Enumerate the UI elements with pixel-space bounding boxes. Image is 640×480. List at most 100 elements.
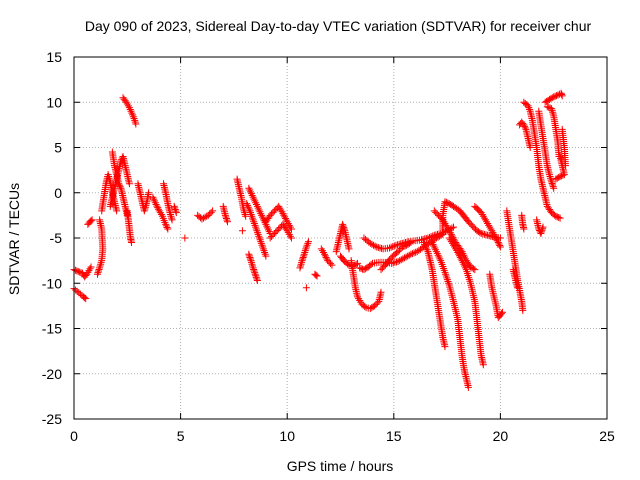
data-point xyxy=(553,213,561,221)
data-point xyxy=(387,254,395,262)
data-point xyxy=(525,104,533,112)
data-point xyxy=(71,266,79,274)
data-point xyxy=(252,273,260,281)
data-point xyxy=(432,208,440,216)
data-point xyxy=(209,207,217,215)
data-point xyxy=(285,230,293,238)
data-point xyxy=(97,260,105,268)
data-point xyxy=(128,239,136,247)
data-point xyxy=(247,258,255,266)
data-point xyxy=(423,246,431,254)
data-point xyxy=(95,265,103,273)
data-point xyxy=(449,234,457,242)
data-point xyxy=(124,102,132,110)
data-point xyxy=(198,215,206,223)
data-point xyxy=(157,210,165,218)
data-point xyxy=(408,250,416,258)
data-point xyxy=(474,228,482,236)
data-point xyxy=(539,223,547,231)
data-point xyxy=(152,201,160,209)
x-tick-label: 20 xyxy=(493,428,509,444)
data-point xyxy=(200,214,208,222)
data-point xyxy=(149,193,157,201)
data-point xyxy=(129,111,137,119)
y-tick-label: -15 xyxy=(42,321,62,337)
data-point xyxy=(86,265,94,273)
data-point xyxy=(526,105,534,113)
data-point xyxy=(390,242,398,250)
data-point xyxy=(126,105,134,113)
data-point xyxy=(270,207,278,215)
data-point xyxy=(546,172,554,180)
data-point xyxy=(222,213,230,221)
data-point xyxy=(545,96,553,104)
data-point xyxy=(254,229,262,237)
data-point xyxy=(82,295,90,303)
data-point xyxy=(222,215,230,223)
data-point xyxy=(394,258,402,266)
data-point xyxy=(128,109,136,117)
data-point xyxy=(441,198,449,206)
data-point xyxy=(257,238,265,246)
data-point xyxy=(277,206,285,214)
data-point xyxy=(275,202,283,210)
data-point xyxy=(549,181,557,189)
data-point xyxy=(167,212,175,220)
data-point xyxy=(76,268,84,276)
data-point xyxy=(471,266,479,274)
data-points xyxy=(70,89,569,391)
data-point xyxy=(443,274,451,282)
y-tick-label: -25 xyxy=(42,411,62,427)
data-point xyxy=(257,239,265,247)
data-point xyxy=(261,248,269,256)
data-point xyxy=(479,212,487,220)
data-point xyxy=(356,296,364,304)
data-point xyxy=(469,265,477,273)
data-point xyxy=(444,277,452,285)
axis-ticks: 0 5 10 15 20 25 -25 -20 -15 -10 -5 0 5 10 15 xyxy=(42,49,615,444)
data-point xyxy=(458,248,466,256)
data-point xyxy=(470,224,478,232)
data-point xyxy=(520,121,528,129)
data-point xyxy=(106,176,114,184)
data-point xyxy=(539,225,547,233)
data-point xyxy=(410,249,418,257)
data-point xyxy=(399,255,407,263)
data-point xyxy=(255,234,263,242)
chart-title: Day 090 of 2023, Sidereal Day-to-day VTE… xyxy=(85,18,592,34)
data-point xyxy=(361,265,369,273)
data-point xyxy=(84,268,92,276)
data-point xyxy=(313,272,321,280)
data-point xyxy=(113,207,121,215)
data-point xyxy=(387,243,395,251)
data-point xyxy=(166,210,174,218)
data-point xyxy=(172,207,180,215)
data-point xyxy=(305,238,313,246)
data-point xyxy=(526,144,534,151)
data-point xyxy=(354,259,362,267)
data-point xyxy=(493,235,501,243)
data-point xyxy=(251,221,259,229)
data-point xyxy=(254,204,262,212)
data-point xyxy=(250,267,258,275)
data-point xyxy=(366,305,374,313)
data-point xyxy=(445,227,453,235)
data-point xyxy=(266,234,274,242)
data-point xyxy=(421,242,429,250)
data-point xyxy=(544,96,552,104)
data-point xyxy=(327,260,335,268)
data-point xyxy=(490,230,498,238)
data-point xyxy=(207,208,215,216)
data-point xyxy=(541,98,549,106)
data-point xyxy=(284,229,292,237)
data-point xyxy=(248,214,256,222)
data-point xyxy=(549,110,557,118)
data-point xyxy=(513,284,521,292)
y-tick-label: -20 xyxy=(42,366,62,382)
data-point xyxy=(486,223,494,231)
data-point xyxy=(422,244,430,252)
data-point xyxy=(224,218,232,226)
data-point xyxy=(556,214,564,222)
data-point xyxy=(448,232,456,240)
data-point xyxy=(83,270,91,278)
